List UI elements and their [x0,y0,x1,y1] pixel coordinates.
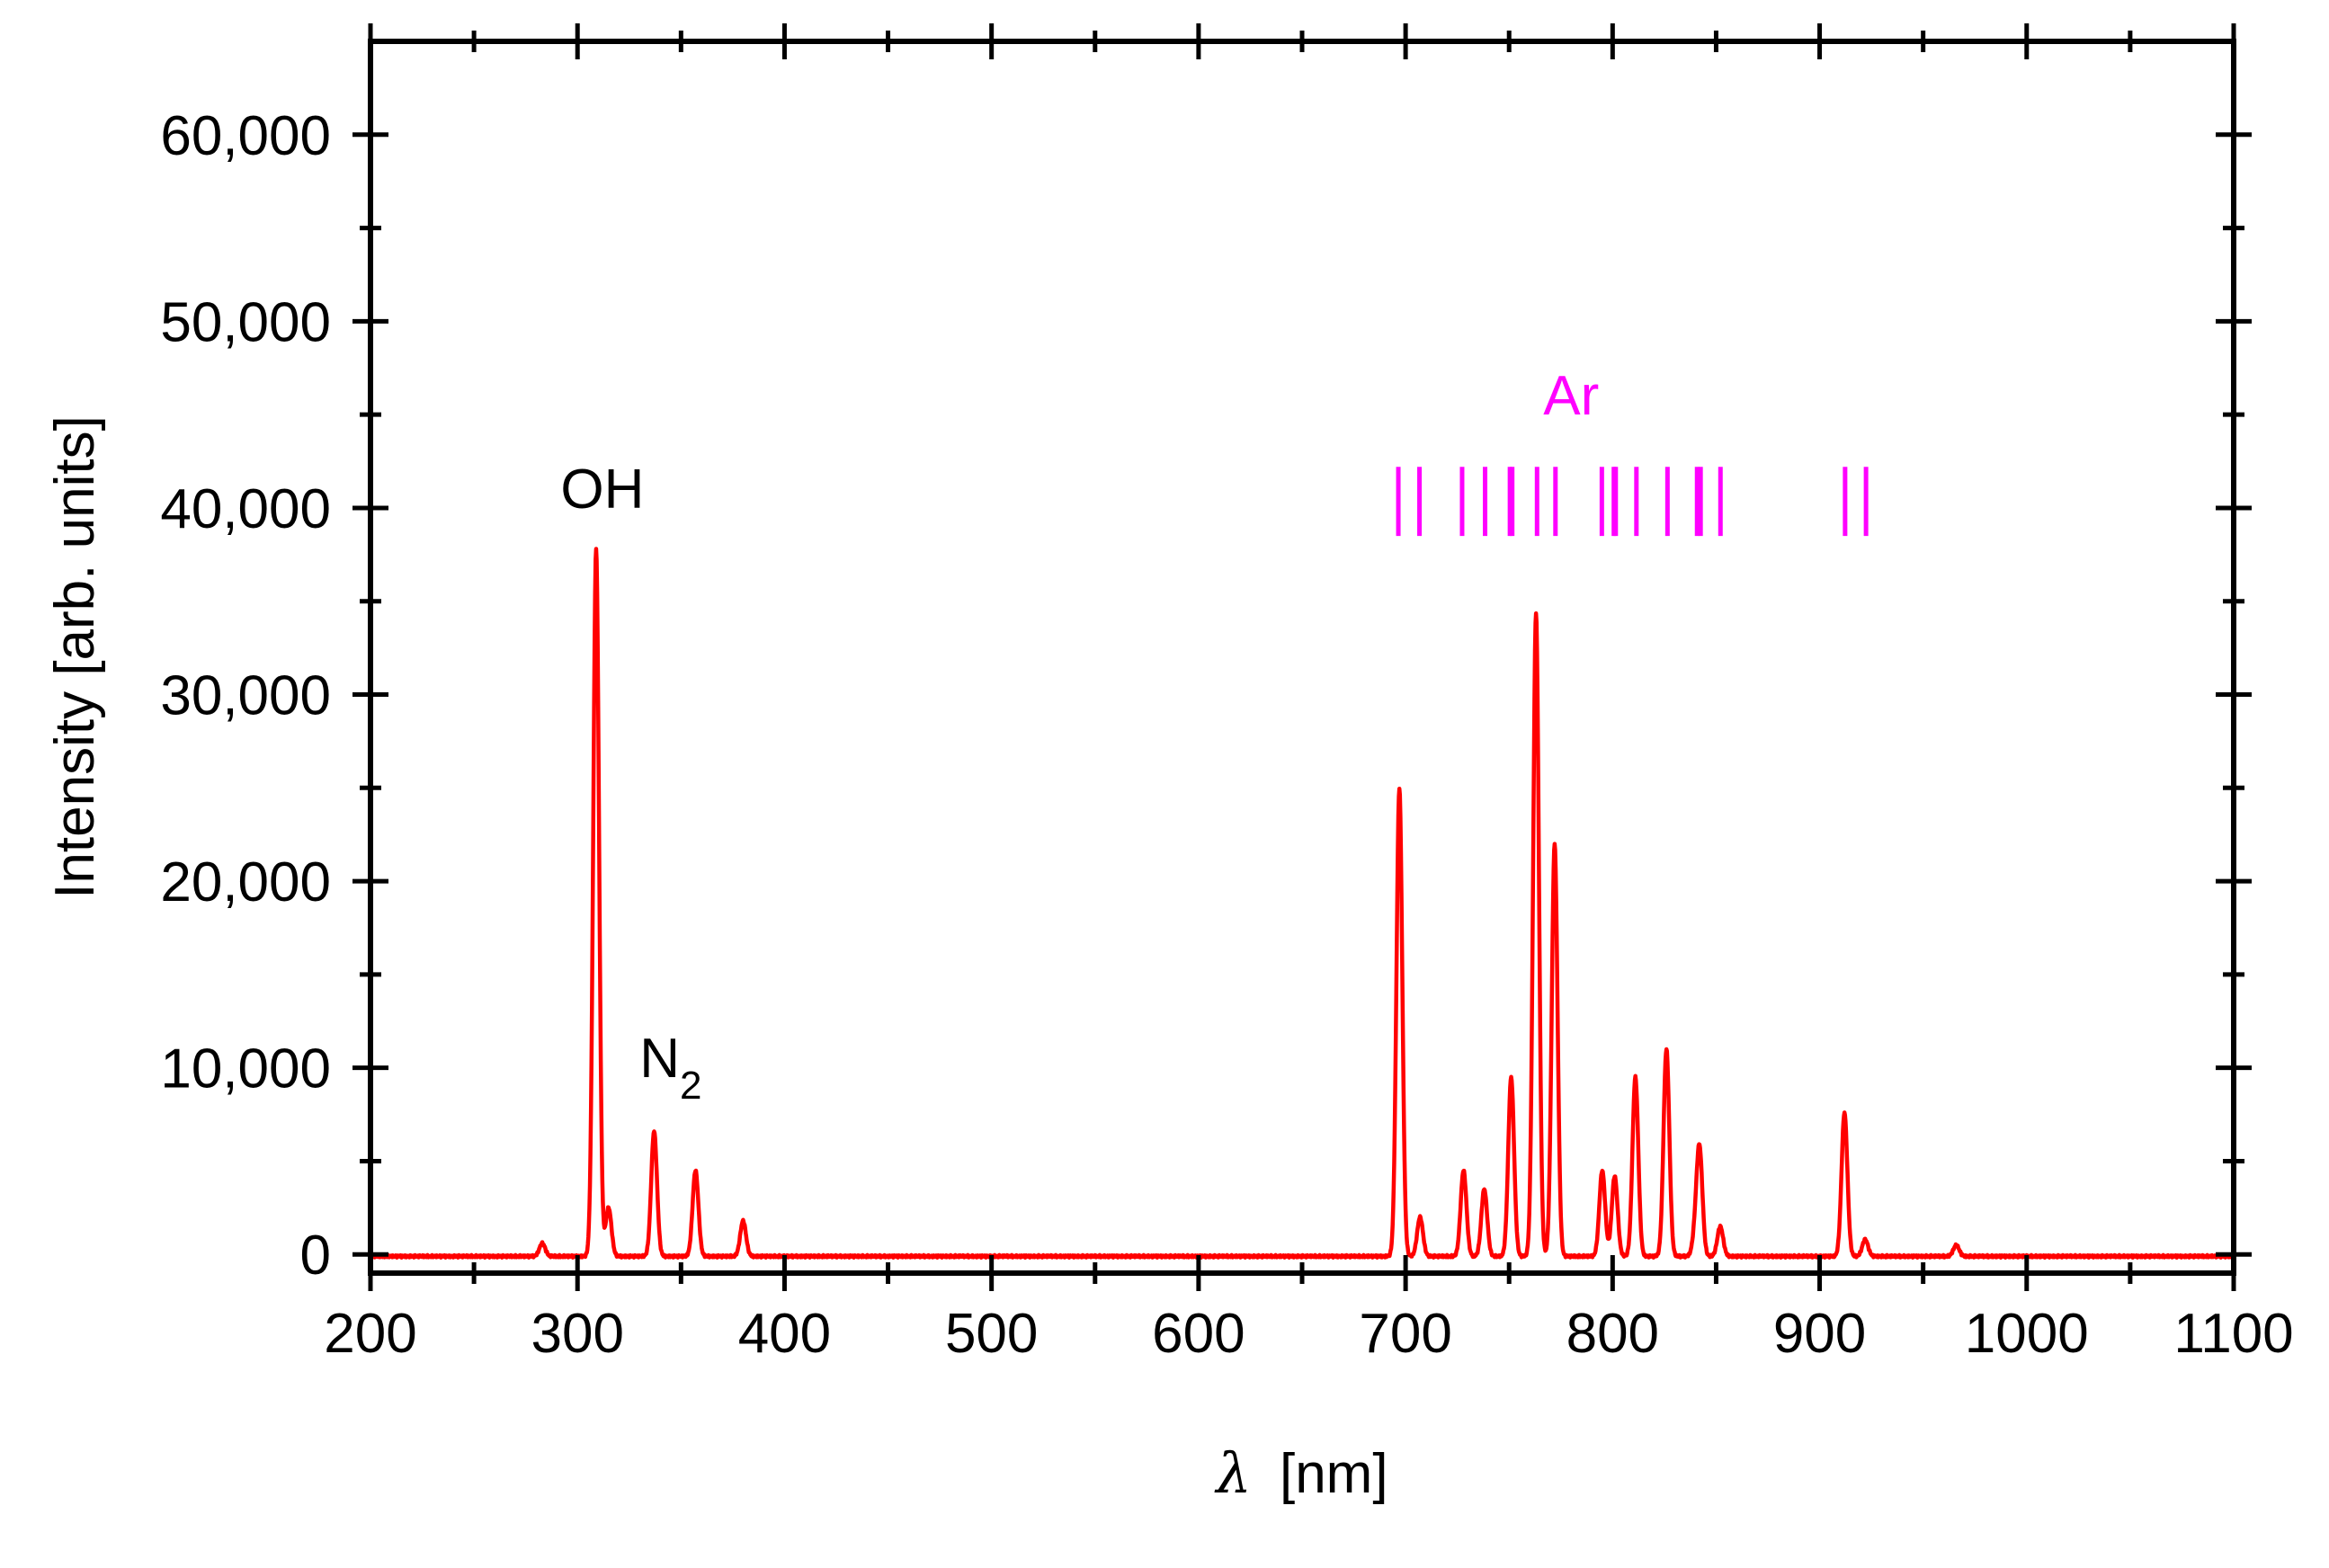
argon-line-markers: Ar [1396,365,1869,537]
peak-annotation: OH [560,459,644,521]
argon-label: Ar [1543,365,1599,427]
x-axis-unit: [nm] [1280,1443,1388,1505]
spectrum-line [368,547,2236,1261]
x-tick-label: 1000 [1965,1303,2089,1365]
peak-annotation: N2 [639,1028,701,1108]
y-tick-label: 0 [300,1225,331,1287]
x-tick-labels: 200 300 400 500 600 700 800 900 1000 1100 [324,1303,2293,1365]
x-axis-symbol: λ [1213,1440,1251,1506]
spectrum-series [368,547,2236,1261]
x-tick-label: 500 [945,1303,1038,1365]
axis-ticks [352,23,2252,1291]
x-tick-label: 1100 [2173,1303,2293,1365]
x-tick-label: 900 [1773,1303,1866,1365]
x-axis-title: λ [nm] [1213,1440,1388,1506]
x-tick-label: 400 [738,1303,831,1365]
annotation-subscript: 2 [680,1064,701,1108]
x-tick-label: 600 [1152,1303,1245,1365]
annotation-text: OH [560,459,644,521]
y-tick-label: 10,000 [160,1038,331,1100]
y-tick-label: 60,000 [160,105,331,167]
x-tick-label: 300 [531,1303,623,1365]
x-tick-label: 700 [1359,1303,1451,1365]
x-tick-label: 800 [1566,1303,1659,1365]
y-tick-label: 50,000 [160,291,331,353]
annotation-text: N [639,1028,680,1090]
y-tick-label: 40,000 [160,478,331,540]
y-tick-label: 30,000 [160,665,331,727]
y-axis-title: Intensity [arb. units] [44,415,106,899]
peak-annotations: OH N2 [560,459,701,1108]
y-tick-labels: 0 10,000 20,000 30,000 40,000 50,000 60,000 [160,105,331,1287]
x-tick-label: 200 [324,1303,416,1365]
y-tick-label: 20,000 [160,851,331,913]
